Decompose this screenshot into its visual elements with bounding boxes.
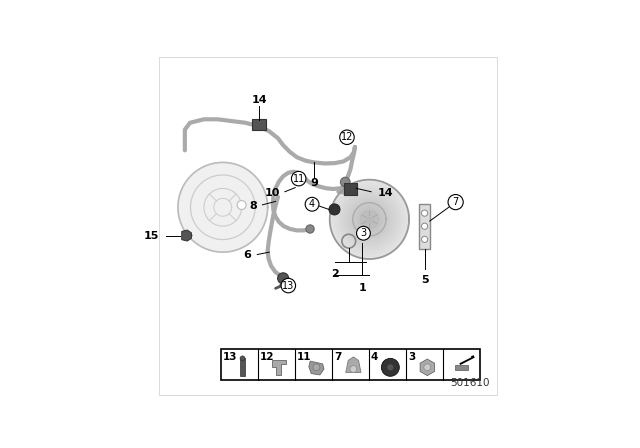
Text: 3: 3: [360, 228, 367, 238]
Circle shape: [356, 207, 382, 232]
Circle shape: [366, 216, 372, 223]
Circle shape: [237, 201, 246, 210]
Circle shape: [281, 278, 296, 293]
Text: 14: 14: [251, 95, 267, 105]
Circle shape: [422, 223, 428, 229]
Circle shape: [305, 198, 319, 211]
Circle shape: [278, 273, 289, 284]
Circle shape: [448, 194, 463, 210]
Text: 12: 12: [260, 353, 275, 362]
Circle shape: [339, 189, 399, 250]
Circle shape: [365, 215, 374, 224]
Circle shape: [340, 130, 354, 145]
Circle shape: [338, 188, 401, 251]
Circle shape: [358, 208, 381, 230]
Circle shape: [424, 364, 431, 371]
FancyBboxPatch shape: [344, 184, 356, 194]
Text: 11: 11: [292, 174, 305, 184]
Text: 5: 5: [420, 275, 428, 285]
Circle shape: [356, 226, 371, 240]
Text: 3: 3: [408, 353, 415, 362]
Circle shape: [363, 213, 376, 226]
Circle shape: [362, 211, 378, 227]
Text: 14: 14: [378, 189, 394, 198]
Circle shape: [353, 203, 385, 235]
Polygon shape: [346, 357, 361, 372]
Text: 2: 2: [331, 269, 339, 279]
Text: 7: 7: [334, 353, 341, 362]
Text: 8: 8: [250, 201, 257, 211]
Circle shape: [368, 218, 371, 221]
Circle shape: [336, 186, 403, 253]
Circle shape: [329, 204, 340, 215]
FancyBboxPatch shape: [419, 204, 430, 249]
Circle shape: [342, 192, 396, 246]
Bar: [221, 349, 480, 380]
Polygon shape: [309, 361, 324, 375]
Text: 9: 9: [310, 178, 318, 188]
Circle shape: [335, 185, 404, 254]
Circle shape: [291, 172, 306, 186]
Circle shape: [313, 364, 320, 371]
Circle shape: [387, 364, 394, 371]
Text: 13: 13: [223, 353, 237, 362]
Text: 1: 1: [358, 283, 366, 293]
Text: 501610: 501610: [451, 379, 490, 388]
Text: 12: 12: [340, 132, 353, 142]
Text: 13: 13: [282, 280, 294, 291]
Polygon shape: [272, 360, 285, 375]
Text: 4: 4: [309, 199, 315, 209]
Text: 15: 15: [144, 231, 159, 241]
Text: 7: 7: [452, 197, 459, 207]
Circle shape: [352, 202, 387, 237]
Polygon shape: [182, 230, 191, 241]
Polygon shape: [420, 359, 435, 375]
Circle shape: [333, 183, 406, 256]
Circle shape: [350, 200, 388, 238]
Circle shape: [332, 181, 408, 258]
Circle shape: [341, 191, 398, 248]
Circle shape: [330, 180, 409, 259]
Text: 10: 10: [264, 189, 280, 198]
Bar: [454, 365, 468, 370]
Circle shape: [346, 195, 393, 243]
Circle shape: [344, 194, 395, 245]
Polygon shape: [178, 163, 268, 252]
Bar: [240, 358, 245, 376]
Circle shape: [355, 205, 383, 233]
Text: 11: 11: [297, 353, 312, 362]
Circle shape: [306, 225, 314, 233]
Circle shape: [240, 356, 245, 361]
Text: 6: 6: [244, 250, 252, 259]
Circle shape: [347, 197, 392, 241]
Circle shape: [360, 210, 379, 229]
Text: 4: 4: [371, 353, 378, 362]
FancyBboxPatch shape: [252, 119, 266, 130]
Circle shape: [381, 358, 399, 376]
Circle shape: [349, 199, 390, 240]
Circle shape: [422, 210, 428, 216]
Circle shape: [350, 366, 357, 372]
Circle shape: [340, 177, 350, 187]
Circle shape: [422, 236, 428, 242]
